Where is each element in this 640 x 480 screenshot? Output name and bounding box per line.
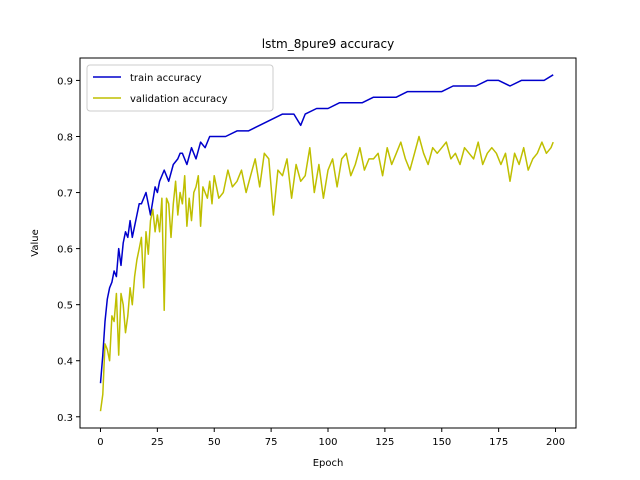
x-tick-label: 150 xyxy=(432,437,451,448)
train-accuracy-line xyxy=(99,74,554,384)
y-tick-label: 0.5 xyxy=(57,301,73,312)
validation-accuracy-legend-label: validation accuracy xyxy=(130,94,228,105)
y-tick-label: 0.4 xyxy=(57,357,73,368)
x-tick-label: 125 xyxy=(375,437,394,448)
validation-accuracy-line xyxy=(99,135,554,412)
x-tick-label: 25 xyxy=(151,437,164,448)
chart-title: lstm_8pure9 accuracy xyxy=(262,37,394,51)
x-tick-label: 200 xyxy=(546,437,565,448)
x-tick-label: 100 xyxy=(318,437,337,448)
x-tick-label: 50 xyxy=(208,437,221,448)
y-tick-label: 0.3 xyxy=(57,413,73,424)
y-tick-label: 0.8 xyxy=(57,132,73,143)
legend: train accuracy validation accuracy xyxy=(86,64,274,112)
train-accuracy-legend-label: train accuracy xyxy=(130,73,202,84)
legend-box xyxy=(86,64,274,112)
x-tick-label: 175 xyxy=(489,437,508,448)
plot-frame xyxy=(79,57,577,429)
y-axis-label: Value xyxy=(30,229,41,256)
x-tick-label: 0 xyxy=(97,437,103,448)
x-axis-ticks: 0 25 50 75 100 125 150 175 200 xyxy=(97,428,565,448)
y-tick-label: 0.9 xyxy=(57,76,73,87)
y-tick-label: 0.7 xyxy=(57,189,73,200)
x-axis-label: Epoch xyxy=(313,458,344,469)
x-tick-label: 75 xyxy=(265,437,278,448)
y-tick-label: 0.6 xyxy=(57,245,73,256)
y-axis-ticks: 0.3 0.4 0.5 0.6 0.7 0.8 0.9 xyxy=(57,76,80,424)
plot-series xyxy=(99,74,554,412)
